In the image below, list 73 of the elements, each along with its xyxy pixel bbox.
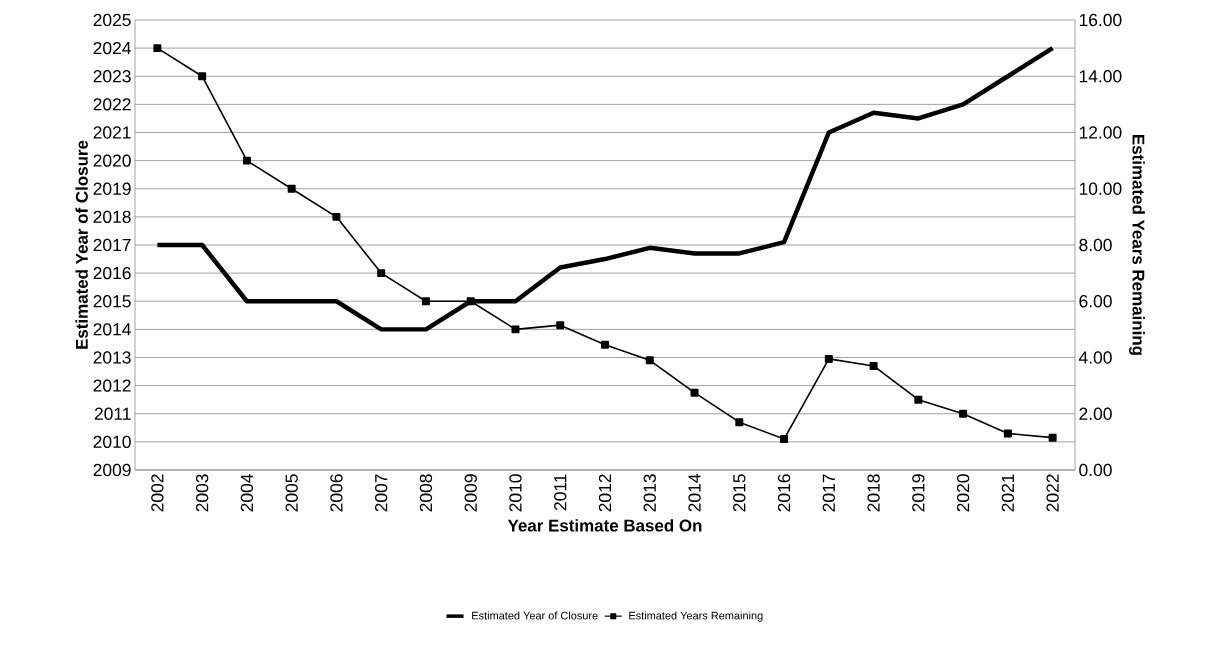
point <box>1003 429 1012 438</box>
y-tick-label: 2022 <box>93 98 131 111</box>
point <box>735 418 744 427</box>
y-tick-label: 2013 <box>93 351 131 364</box>
point <box>466 297 475 306</box>
y-tick-label: 2015 <box>93 295 131 308</box>
x-tick-label: 2021 <box>1001 474 1015 512</box>
y-tick-label: 2014 <box>93 323 131 336</box>
x-tick-label: 2005 <box>285 474 298 512</box>
y-tick-label: 2019 <box>93 182 131 195</box>
y2-tick-label: 12.00 <box>1079 126 1122 139</box>
point <box>645 356 654 365</box>
x-tick-label: 2014 <box>688 474 701 512</box>
y-tick-label: 2023 <box>93 70 131 83</box>
point <box>198 72 207 81</box>
y-tick-label: 2009 <box>93 463 131 477</box>
point <box>914 395 923 404</box>
x-tick-label: 2003 <box>195 474 209 512</box>
y2-tick-label: 14.00 <box>1079 70 1122 83</box>
y-tick-label: 2025 <box>93 13 131 27</box>
y2-tick-label: 2.00 <box>1079 407 1112 420</box>
x-tick-label: 2012 <box>598 474 612 512</box>
x-tick-label: 2006 <box>330 474 343 512</box>
y2-tick-label: 4.00 <box>1078 351 1112 364</box>
point <box>332 212 341 221</box>
legend-label: Estimated Years Remaining <box>629 611 763 622</box>
y-tick-label: 2012 <box>93 379 131 392</box>
y-tick-label: 2024 <box>93 41 131 55</box>
x-tick-label: 2022 <box>1046 474 1059 512</box>
y2-tick-label: 6.00 <box>1079 295 1112 308</box>
y2-tick-label: 10.00 <box>1079 182 1122 195</box>
x-tick-label: 2004 <box>240 474 254 512</box>
x-tick-label: 2019 <box>912 474 925 512</box>
y-tick-label: 2018 <box>93 210 131 224</box>
point <box>780 435 789 444</box>
x-tick-label: 2015 <box>733 474 746 512</box>
x-tick-label: 2017 <box>822 474 835 512</box>
point <box>824 354 833 363</box>
x-tick-label: 2016 <box>777 474 791 512</box>
point <box>377 269 386 278</box>
point <box>1048 433 1057 442</box>
y2-tick-label: 16.00 <box>1079 13 1122 27</box>
y2-axis-title: Estimated Years Remaining <box>1129 135 1145 355</box>
point <box>690 388 699 397</box>
y-tick-label: 2017 <box>93 238 131 252</box>
point <box>556 321 565 330</box>
point <box>959 409 968 418</box>
x-axis-title: Year Estimate Based On <box>507 519 702 532</box>
x-tick-label: 2009 <box>464 474 477 512</box>
y-tick-label: 2021 <box>93 126 131 139</box>
x-tick-label: 2020 <box>956 474 970 512</box>
y2-tick-label: 0.00 <box>1079 463 1112 477</box>
x-tick-label: 2018 <box>867 474 880 512</box>
x-tick-label: 2007 <box>375 474 388 512</box>
y-tick-label: 2011 <box>94 407 131 420</box>
x-tick-label: 2008 <box>419 474 433 512</box>
y-tick-label: 2016 <box>93 266 131 280</box>
y-tick-label: 2010 <box>93 435 131 449</box>
point <box>601 340 609 349</box>
x-tick-label: 2002 <box>151 474 164 512</box>
point <box>511 325 520 334</box>
legend-label: Estimated Year of Closure <box>472 611 598 620</box>
point <box>153 44 162 53</box>
y-axis-title: Estimated Year of Closure <box>75 140 88 349</box>
point <box>421 297 430 306</box>
x-tick-label: 2010 <box>509 474 522 512</box>
y-tick-label: 2020 <box>93 154 131 167</box>
x-tick-label: 2011 <box>554 474 567 511</box>
x-tick-label: 2013 <box>643 474 656 512</box>
point <box>242 156 251 165</box>
point <box>869 361 878 370</box>
point <box>287 184 296 193</box>
y2-tick-label: 8.00 <box>1079 238 1112 252</box>
